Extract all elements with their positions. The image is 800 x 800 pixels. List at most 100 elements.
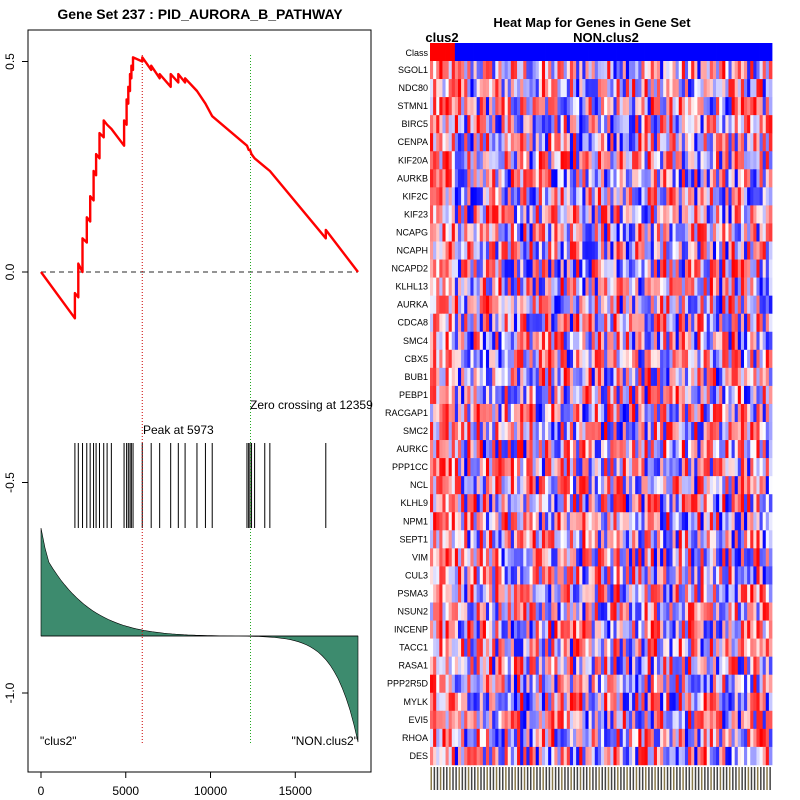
heat-cell — [644, 458, 649, 477]
heat-cell — [532, 494, 537, 513]
heat-cell — [660, 187, 664, 206]
heat-cell — [638, 97, 642, 116]
heat-cell — [684, 79, 689, 98]
heat-cell — [601, 151, 605, 170]
heat-cell — [666, 367, 670, 387]
heat-cell — [498, 115, 502, 134]
heat-cell — [548, 710, 552, 730]
heat-cell — [485, 458, 490, 477]
heat-cell — [513, 367, 518, 387]
heat-cell — [632, 422, 636, 441]
heat-cell — [666, 313, 670, 333]
class-cell — [616, 43, 621, 61]
heat-cell — [588, 620, 593, 639]
heat-cell — [489, 620, 493, 639]
heat-cell — [697, 422, 701, 441]
class-cell — [638, 43, 642, 61]
class-cell — [510, 43, 515, 61]
heat-cell — [607, 548, 611, 567]
heat-cell — [560, 367, 565, 387]
heat-cell — [725, 530, 729, 549]
heat-cell — [656, 422, 661, 441]
heat-cell — [579, 674, 583, 694]
heat-cell — [613, 476, 617, 495]
heat-cell — [647, 512, 652, 531]
heat-cell — [635, 530, 639, 549]
gene-label: RHOA — [402, 733, 428, 743]
heat-cell — [560, 61, 565, 80]
heat-cell — [517, 746, 521, 766]
heat-cell — [709, 602, 714, 621]
heat-cell — [445, 349, 450, 369]
heat-cell — [479, 277, 484, 296]
heat-cell — [750, 746, 754, 766]
heat-cell — [551, 728, 555, 748]
heat-cell — [737, 349, 742, 369]
heat-cell — [510, 403, 515, 423]
heat-cell — [457, 133, 462, 152]
heat-cell — [719, 620, 723, 639]
heat-cell — [625, 476, 630, 495]
heat-cell — [750, 512, 754, 531]
heat-cell — [706, 259, 711, 278]
heat-cell — [476, 187, 481, 206]
heat-cell — [604, 584, 608, 603]
heat-cell — [641, 494, 645, 513]
heat-cell — [573, 566, 577, 585]
heat-cell — [722, 584, 726, 603]
heat-cell — [523, 566, 527, 585]
class-cell — [632, 43, 636, 61]
heat-cell — [716, 584, 720, 603]
heat-cell — [597, 367, 602, 387]
sample-label-mark — [573, 767, 576, 790]
heat-cell — [594, 349, 599, 369]
heat-cell — [582, 422, 586, 441]
heat-cell — [573, 241, 577, 260]
heat-cell — [560, 692, 565, 712]
heat-cell — [532, 458, 537, 477]
heat-cell — [467, 79, 471, 98]
heat-cell — [734, 61, 739, 80]
heat-cell — [768, 692, 773, 712]
heat-cell — [510, 440, 515, 459]
heat-cell — [638, 566, 642, 585]
heat-cell — [504, 584, 509, 603]
heat-cell — [753, 205, 757, 224]
heat-cell — [476, 746, 481, 766]
heat-cell — [448, 458, 453, 477]
heat-cell — [433, 223, 437, 242]
heat-cell — [585, 403, 589, 423]
heat-cell — [660, 403, 664, 423]
heat-cell — [616, 133, 621, 152]
heat-cell — [470, 530, 474, 549]
heat-cell — [507, 187, 512, 206]
heat-cell — [653, 205, 658, 224]
heat-cell — [436, 241, 440, 260]
heat-cell — [641, 440, 645, 459]
heat-cell — [697, 151, 701, 170]
heat-cell — [697, 746, 701, 766]
heat-cell — [678, 133, 683, 152]
heat-cell — [436, 512, 440, 531]
heat-cell — [588, 187, 593, 206]
heat-cell — [579, 566, 583, 585]
heat-cell — [563, 692, 568, 712]
heat-cell — [554, 746, 558, 766]
heat-cell — [725, 476, 729, 495]
heat-cell — [656, 494, 661, 513]
heat-cell — [647, 494, 652, 513]
heat-cell — [523, 259, 527, 278]
heat-cell — [669, 746, 673, 766]
heat-cell — [495, 331, 499, 351]
heat-cell — [576, 223, 580, 242]
heat-cell — [538, 692, 543, 712]
heat-cell — [747, 566, 751, 585]
heat-cell — [517, 331, 521, 351]
heat-cell — [461, 674, 465, 694]
heat-cell — [538, 746, 543, 766]
class-cell — [594, 43, 599, 61]
heat-cell — [439, 548, 443, 567]
heat-cell — [703, 259, 708, 278]
heat-cell — [703, 422, 708, 441]
heat-cell — [535, 602, 540, 621]
